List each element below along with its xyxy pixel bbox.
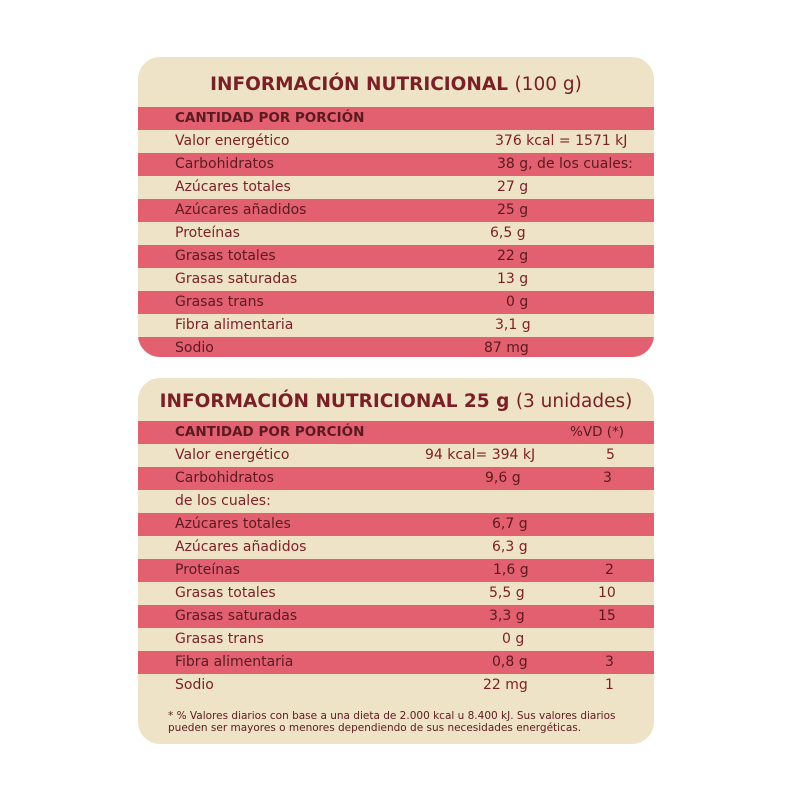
table-row: Azúcares añadidos 6,3 g bbox=[138, 536, 654, 559]
row-value: 94 kcal= 394 kJ bbox=[425, 447, 536, 463]
row-vd: 1 bbox=[605, 677, 614, 693]
row-value: 0,8 g bbox=[492, 654, 528, 670]
row-value: 0 g bbox=[502, 631, 525, 647]
row-label: Grasas trans bbox=[175, 631, 264, 647]
row-label: Fibra alimentaria bbox=[175, 317, 294, 333]
row-label: Carbohidratos bbox=[175, 156, 274, 172]
row-label: de los cuales: bbox=[175, 493, 271, 509]
row-label: Azúcares añadidos bbox=[175, 539, 307, 555]
table-row: Grasas totales 5,5 g 10 bbox=[138, 582, 654, 605]
table-title: INFORMACIÓN NUTRICIONAL 25 g (3 unidades… bbox=[138, 391, 654, 412]
row-label: Grasas saturadas bbox=[175, 271, 298, 287]
row-vd: 2 bbox=[605, 562, 614, 578]
table-row: Proteínas 1,6 g 2 bbox=[138, 559, 654, 582]
row-label: Grasas totales bbox=[175, 248, 276, 264]
row-label: Carbohidratos bbox=[175, 470, 274, 486]
row-label: Fibra alimentaria bbox=[175, 654, 294, 670]
vd-header: %VD (*) bbox=[570, 424, 625, 440]
nutrition-table-100g: INFORMACIÓN NUTRICIONAL (100 g) CANTIDAD… bbox=[138, 57, 654, 357]
table-row: Sodio 22 mg 1 bbox=[138, 674, 654, 697]
row-value: 5,5 g bbox=[489, 585, 525, 601]
row-value: 22 mg bbox=[483, 677, 528, 693]
row-value: 87 mg bbox=[484, 340, 529, 356]
row-label: Grasas trans bbox=[175, 294, 264, 310]
table-title: INFORMACIÓN NUTRICIONAL (100 g) bbox=[138, 74, 654, 95]
row-value: 13 g bbox=[497, 271, 529, 287]
row-label: Valor energético bbox=[175, 133, 290, 149]
table-row: Grasas trans 0 g bbox=[138, 628, 654, 651]
table-row: Grasas totales 22 g bbox=[138, 245, 654, 268]
table-row: Grasas saturadas 3,3 g 15 bbox=[138, 605, 654, 628]
row-label: Azúcares añadidos bbox=[175, 202, 307, 218]
row-value: 3,1 g bbox=[495, 317, 531, 333]
table-row: Azúcares añadidos 25 g bbox=[138, 199, 654, 222]
footnote-line: * % Valores diarios con base a una dieta… bbox=[168, 710, 616, 722]
row-label: Sodio bbox=[175, 677, 214, 693]
row-label: Sodio bbox=[175, 340, 214, 356]
row-vd: 5 bbox=[606, 447, 615, 463]
row-value: 6,7 g bbox=[492, 516, 528, 532]
row-value: 25 g bbox=[497, 202, 529, 218]
row-vd: 3 bbox=[605, 654, 614, 670]
row-label: Grasas totales bbox=[175, 585, 276, 601]
row-value: 0 g bbox=[506, 294, 529, 310]
row-vd: 10 bbox=[598, 585, 616, 601]
row-value: 22 g bbox=[497, 248, 529, 264]
row-vd: 15 bbox=[598, 608, 616, 624]
table-row: Carbohidratos 9,6 g 3 bbox=[138, 467, 654, 490]
title-bold: INFORMACIÓN NUTRICIONAL bbox=[210, 74, 508, 95]
title-serving: (3 unidades) bbox=[515, 391, 633, 412]
row-value: 38 g, de los cuales: bbox=[497, 156, 633, 172]
row-value: 6,5 g bbox=[490, 225, 526, 241]
row-value: 9,6 g bbox=[485, 470, 521, 486]
table-row: Grasas trans 0 g bbox=[138, 291, 654, 314]
row-value: 1,6 g bbox=[493, 562, 529, 578]
table-row: Fibra alimentaria 0,8 g 3 bbox=[138, 651, 654, 674]
nutrition-table-25g: INFORMACIÓN NUTRICIONAL 25 g (3 unidades… bbox=[138, 378, 654, 744]
title-serving: (100 g) bbox=[514, 74, 582, 95]
row-value: 376 kcal = 1571 kJ bbox=[495, 133, 628, 149]
title-bold: INFORMACIÓN NUTRICIONAL 25 g bbox=[159, 391, 510, 412]
row-label: Azúcares totales bbox=[175, 179, 291, 195]
table-row: Proteínas 6,5 g bbox=[138, 222, 654, 245]
table-row: Valor energético 376 kcal = 1571 kJ bbox=[138, 130, 654, 153]
table-row: Azúcares totales 6,7 g bbox=[138, 513, 654, 536]
table-row: Fibra alimentaria 3,1 g bbox=[138, 314, 654, 337]
table-row: Valor energético 94 kcal= 394 kJ 5 bbox=[138, 444, 654, 467]
table-row: de los cuales: bbox=[138, 490, 654, 513]
header-label: CANTIDAD POR PORCIÓN bbox=[175, 110, 365, 126]
table-header-row: CANTIDAD POR PORCIÓN bbox=[138, 107, 654, 130]
row-label: Proteínas bbox=[175, 562, 240, 578]
row-label: Valor energético bbox=[175, 447, 290, 463]
footnote-line: pueden ser mayores o menores dependiendo… bbox=[168, 722, 582, 734]
table-header-row: CANTIDAD POR PORCIÓN %VD (*) bbox=[138, 421, 654, 444]
row-value: 3,3 g bbox=[489, 608, 525, 624]
row-label: Azúcares totales bbox=[175, 516, 291, 532]
table-row: Carbohidratos 38 g, de los cuales: bbox=[138, 153, 654, 176]
table-row: Grasas saturadas 13 g bbox=[138, 268, 654, 291]
header-label: CANTIDAD POR PORCIÓN bbox=[175, 424, 365, 440]
table-row: Azúcares totales 27 g bbox=[138, 176, 654, 199]
row-vd: 3 bbox=[603, 470, 612, 486]
footnote: * % Valores diarios con base a una dieta… bbox=[168, 710, 648, 734]
row-label: Proteínas bbox=[175, 225, 240, 241]
row-label: Grasas saturadas bbox=[175, 608, 298, 624]
row-value: 27 g bbox=[497, 179, 529, 195]
row-value: 6,3 g bbox=[492, 539, 528, 555]
table-row: Sodio 87 mg bbox=[138, 337, 654, 357]
